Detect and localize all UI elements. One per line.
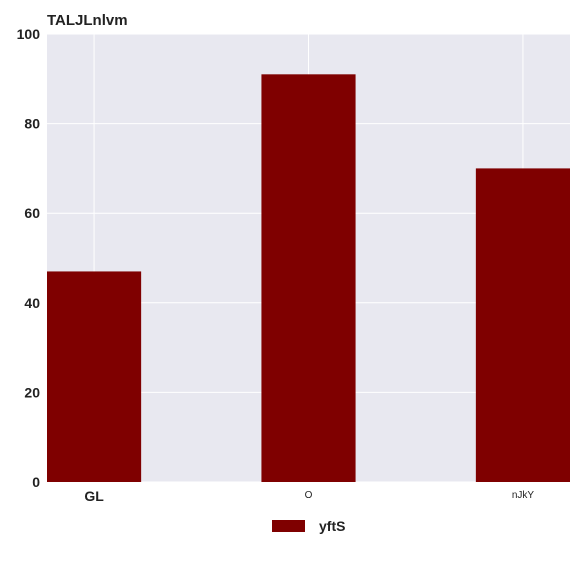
legend-label: yftS xyxy=(319,518,345,534)
legend: yftS xyxy=(272,518,345,534)
y-tick-label: 20 xyxy=(24,384,40,400)
bar-O xyxy=(261,74,356,482)
bars xyxy=(47,74,570,482)
y-tick-label: 40 xyxy=(24,295,40,311)
x-tick-label: O xyxy=(305,490,313,501)
legend-swatch xyxy=(272,520,305,532)
y-tick-label: 80 xyxy=(24,116,40,132)
chart-title: TALJLnlvm xyxy=(47,12,128,29)
x-tick-label: nJkY xyxy=(512,490,535,501)
bar-nJkY xyxy=(475,168,570,482)
y-axis-ticks: 0 20 40 60 80 100 xyxy=(17,26,41,490)
x-tick-label: GL xyxy=(84,488,104,504)
y-tick-label: 100 xyxy=(17,26,41,42)
y-tick-label: 60 xyxy=(24,205,40,221)
bar-GL xyxy=(47,271,142,482)
y-tick-label: 0 xyxy=(32,474,40,490)
